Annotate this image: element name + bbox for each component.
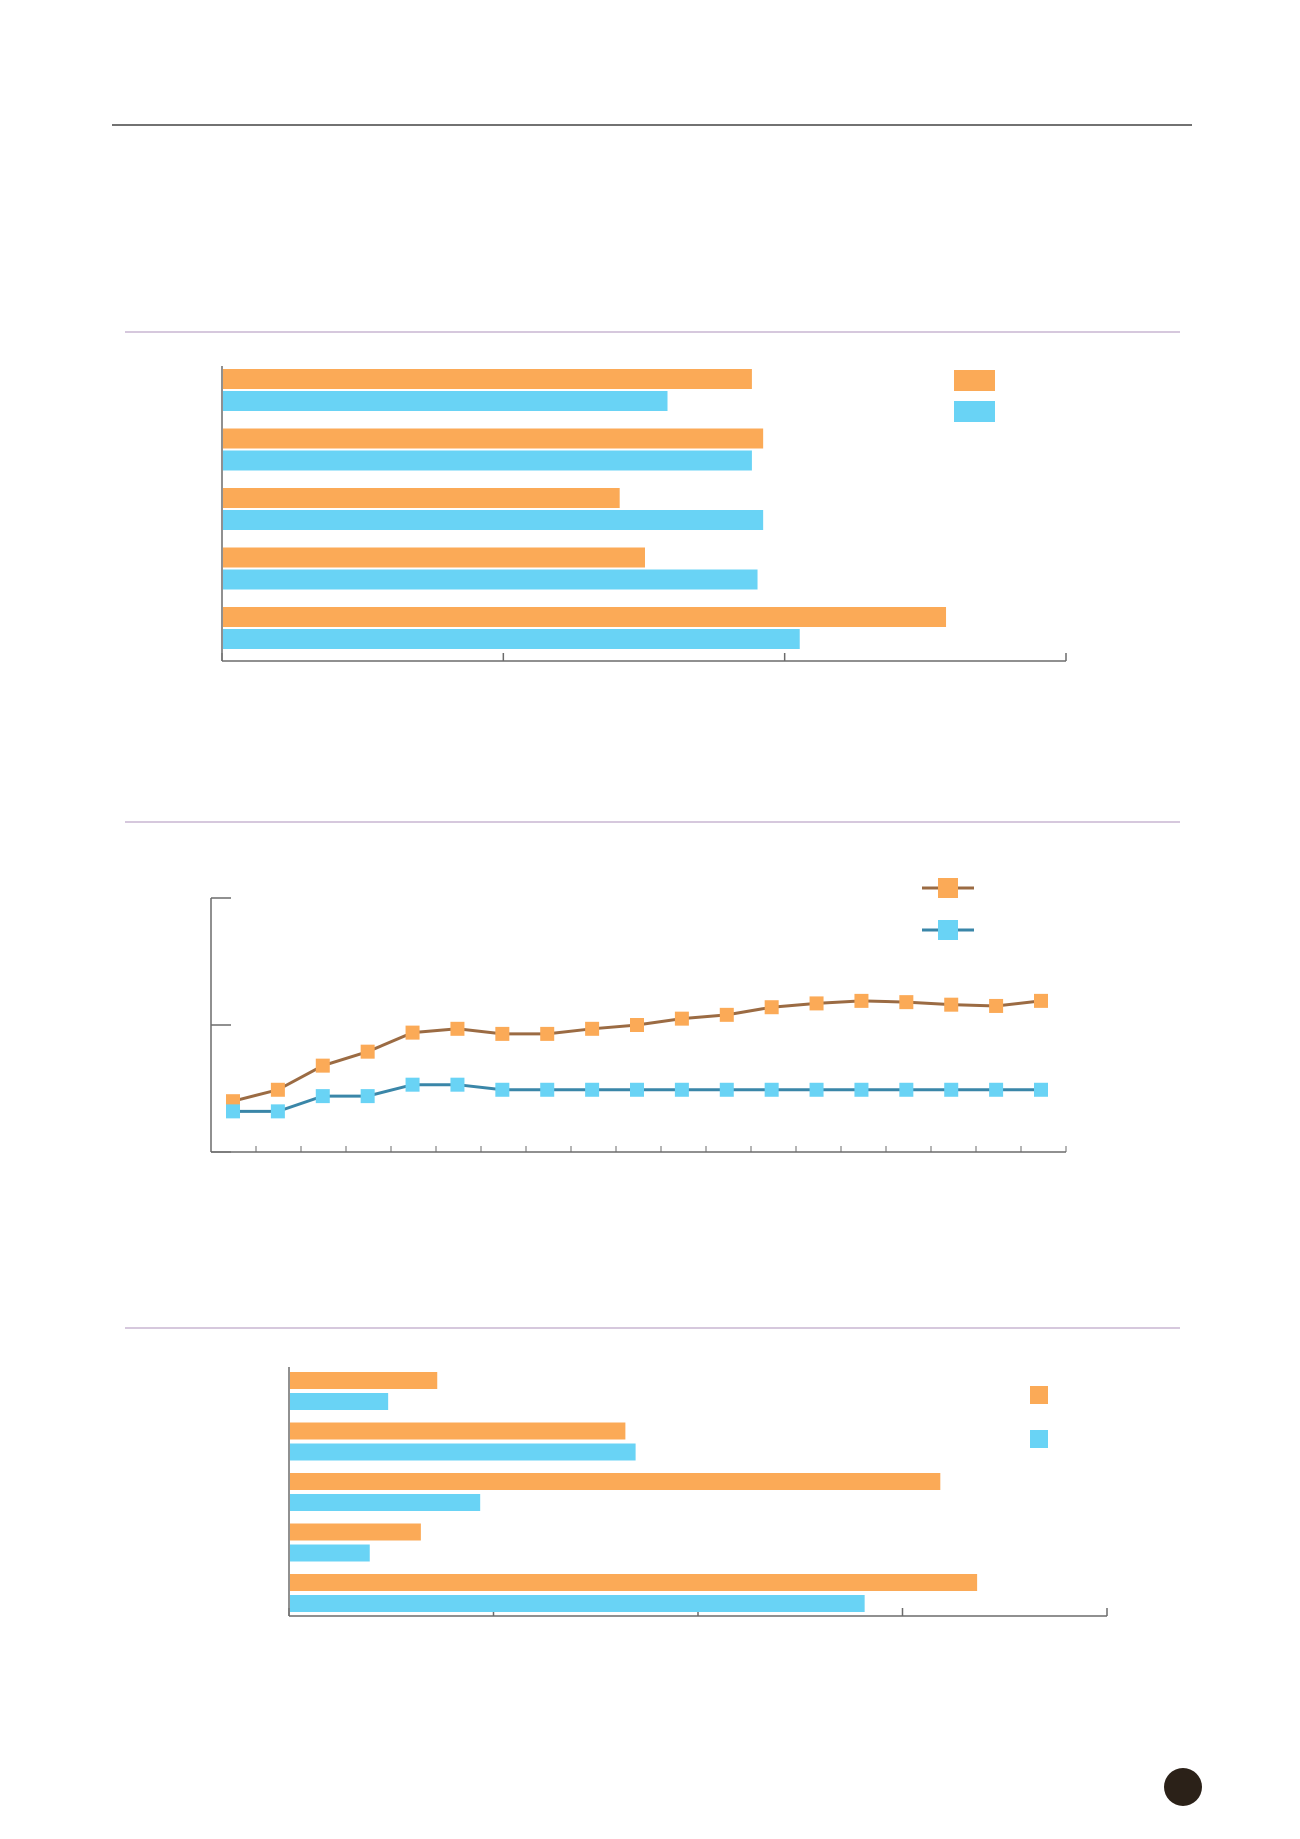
chart2-point-cyan: [360, 1089, 375, 1104]
chart3-bar-cyan: [290, 1494, 481, 1511]
chart3-bar-cyan: [290, 1443, 636, 1461]
chart2-point-orange: [944, 997, 959, 1012]
chart2-point-cyan: [226, 1104, 240, 1119]
chart2-point-orange: [270, 1082, 285, 1097]
chart2-point-cyan: [585, 1082, 600, 1097]
chart2-legend-marker-orange: [938, 878, 958, 898]
chart2-point-orange: [360, 1044, 375, 1059]
chart2-point-cyan: [270, 1104, 285, 1119]
chart-2-line: [210, 878, 1067, 1153]
chart2-point-orange: [719, 1007, 734, 1022]
chart1-legend-swatch-cyan: [954, 401, 995, 422]
chart3-bar-orange: [290, 1372, 438, 1389]
chart2-point-orange: [630, 1018, 644, 1032]
chart-1-horizontal-bar: [221, 366, 1067, 662]
chart3-bar-cyan: [290, 1393, 389, 1410]
chart1-bar-cyan: [223, 510, 764, 530]
chart3-legend-swatch-orange: [1030, 1386, 1048, 1404]
chart2-point-cyan: [450, 1077, 465, 1092]
chart2-point-cyan: [315, 1089, 330, 1104]
chart2-point-orange: [854, 993, 869, 1008]
chart2-point-orange: [899, 995, 914, 1010]
chart3-bar-orange: [290, 1422, 626, 1440]
chart1-bar-orange: [223, 488, 620, 508]
chart2-point-cyan: [899, 1082, 914, 1097]
chart2-point-orange: [674, 1011, 689, 1026]
chart2-point-cyan: [809, 1082, 824, 1097]
chart2-point-orange: [495, 1026, 510, 1041]
chart2-point-cyan: [1034, 1082, 1048, 1097]
chart2-point-cyan: [764, 1082, 779, 1097]
chart1-legend-swatch-orange: [954, 370, 995, 391]
chart2-legend-marker-cyan: [938, 920, 958, 940]
chart3-bar-orange: [290, 1523, 421, 1541]
chart2-point-orange: [540, 1026, 555, 1041]
chart2-point-orange: [764, 1000, 779, 1015]
chart2-point-orange: [989, 998, 1004, 1013]
chart2-point-cyan: [495, 1082, 510, 1097]
page-number-badge: [1164, 1768, 1202, 1806]
chart1-bar-cyan: [223, 391, 668, 411]
chart1-bar-orange: [223, 607, 947, 627]
chart3-bar-cyan: [290, 1595, 865, 1612]
chart2-point-orange: [450, 1021, 465, 1036]
chart3-legend-swatch-cyan: [1030, 1430, 1048, 1448]
chart1-bar-cyan: [223, 450, 752, 471]
chart2-point-cyan: [405, 1077, 420, 1092]
chart2-point-cyan: [719, 1082, 734, 1097]
chart2-point-orange: [585, 1021, 600, 1036]
chart2-point-cyan: [674, 1082, 689, 1097]
chart2-point-orange: [1034, 993, 1048, 1008]
chart2-point-orange: [315, 1058, 330, 1073]
chart2-point-cyan: [630, 1082, 644, 1097]
chart-3-horizontal-bar: [288, 1367, 1108, 1617]
chart1-bar-orange: [223, 369, 752, 389]
chart2-point-cyan: [944, 1082, 959, 1097]
chart2-point-cyan: [854, 1082, 869, 1097]
chart1-bar-cyan: [223, 629, 800, 649]
chart1-bar-orange: [223, 428, 764, 449]
chart2-point-orange: [809, 996, 824, 1011]
chart3-bar-orange: [290, 1574, 978, 1591]
chart2-point-cyan: [540, 1082, 555, 1097]
chart2-point-cyan: [989, 1082, 1004, 1097]
chart1-bar-orange: [223, 547, 645, 568]
chart1-bar-cyan: [223, 569, 758, 590]
chart3-bar-cyan: [290, 1544, 370, 1562]
chart3-bar-orange: [290, 1473, 941, 1490]
chart2-point-orange: [405, 1025, 420, 1040]
